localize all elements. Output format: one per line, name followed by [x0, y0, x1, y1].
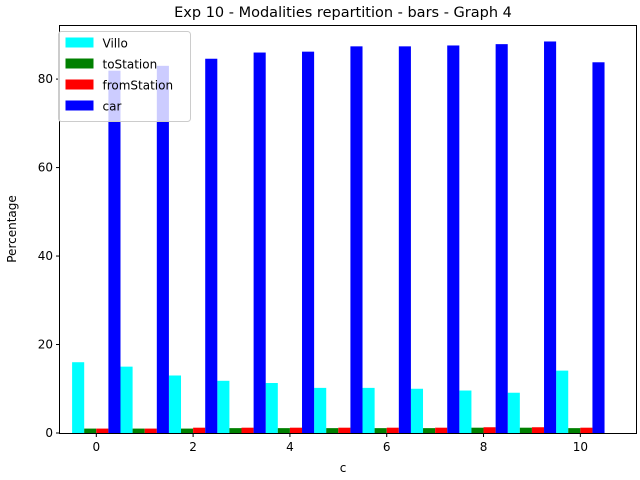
bar-villo-5 — [314, 387, 327, 433]
x-tick-label: 10 — [573, 440, 588, 454]
bar-tostation-9 — [519, 427, 532, 433]
y-tick-label: 20 — [38, 338, 53, 352]
y-tick-label: 60 — [38, 161, 53, 175]
bar-fromstation-10 — [580, 427, 593, 433]
bar-fromstation-0 — [96, 428, 109, 433]
y-tick-label: 40 — [38, 249, 53, 263]
x-tick-label: 0 — [92, 440, 100, 454]
legend-label-villo: Villo — [103, 37, 128, 51]
x-tick-label: 8 — [480, 440, 488, 454]
plot-frame — [59, 25, 637, 434]
bar-fromstation-5 — [338, 427, 351, 433]
bar-tostation-10 — [568, 428, 581, 433]
legend-label-tostation: toStation — [103, 58, 158, 72]
bar-villo-1 — [120, 366, 133, 433]
legend-swatch-tostation — [65, 58, 94, 69]
bar-villo-8 — [459, 390, 472, 433]
chart-title: Exp 10 - Modalities repartition - bars -… — [174, 5, 512, 21]
bar-tostation-7 — [423, 428, 436, 433]
legend-swatch-fromstation — [65, 79, 94, 90]
x-tick-label: 2 — [189, 440, 197, 454]
legend-label-car: car — [103, 100, 122, 114]
bar-tostation-3 — [229, 428, 242, 433]
bar-fromstation-8 — [483, 427, 496, 433]
legend-swatch-car — [65, 100, 94, 111]
ticks-layer: 0 2 4 6 8 10 0 20 40 60 80 — [38, 72, 588, 454]
bar-fromstation-6 — [386, 427, 399, 433]
x-tick-label: 4 — [286, 440, 294, 454]
bar-car-2 — [205, 58, 218, 434]
bar-car-3 — [253, 52, 266, 433]
bar-villo-0 — [72, 362, 85, 433]
bar-car-0 — [108, 70, 121, 434]
bar-car-9 — [544, 41, 557, 433]
bar-car-10 — [592, 62, 605, 433]
y-axis-label: Percentage — [5, 195, 19, 263]
bar-car-1 — [156, 65, 169, 433]
bar-fromstation-9 — [531, 427, 545, 433]
bars-layer — [72, 41, 605, 434]
bar-tostation-0 — [84, 428, 97, 433]
bar-villo-9 — [507, 392, 520, 433]
bar-car-8 — [495, 44, 508, 433]
bar-tostation-6 — [374, 428, 387, 433]
bar-villo-2 — [168, 375, 182, 433]
bar-villo-10 — [556, 370, 569, 433]
bar-villo-3 — [217, 380, 230, 433]
x-axis-label: c — [340, 461, 347, 475]
legend-label-fromstation: fromStation — [103, 79, 174, 93]
bar-car-4 — [302, 51, 315, 433]
bar-fromstation-7 — [435, 427, 448, 433]
bar-villo-7 — [410, 388, 424, 433]
bar-fromstation-3 — [241, 427, 254, 433]
bar-fromstation-2 — [193, 427, 206, 433]
bar-tostation-1 — [132, 428, 145, 433]
bar-tostation-8 — [471, 427, 484, 433]
bar-tostation-5 — [326, 428, 339, 433]
bar-fromstation-1 — [144, 428, 157, 433]
bar-villo-4 — [265, 383, 278, 433]
bar-car-6 — [398, 46, 411, 433]
legend-box — [58, 31, 191, 122]
bar-tostation-2 — [181, 428, 194, 433]
bar-car-7 — [447, 45, 460, 433]
y-tick-label: 80 — [38, 72, 53, 86]
bar-villo-6 — [362, 387, 375, 433]
legend: Villo toStation fromStation car — [58, 31, 191, 122]
y-tick-label: 0 — [45, 426, 53, 440]
x-tick-label: 6 — [383, 440, 391, 454]
bar-tostation-4 — [277, 428, 290, 433]
bar-car-5 — [350, 46, 363, 433]
legend-swatch-villo — [65, 37, 94, 48]
bar-fromstation-4 — [289, 427, 303, 433]
